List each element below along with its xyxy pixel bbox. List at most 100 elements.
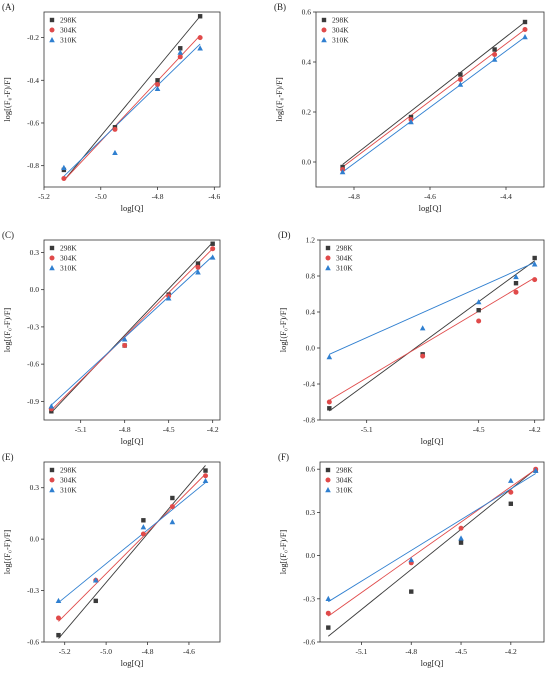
y-axis-label: log[(F₀-F)/F] xyxy=(278,530,288,575)
x-tick-label: -4.8 xyxy=(119,425,131,434)
y-tick-label: -0.6 xyxy=(27,360,39,369)
data-point-304K xyxy=(492,52,498,57)
data-point-304K xyxy=(325,610,331,616)
legend-marker-310K xyxy=(49,487,55,493)
data-point-298K xyxy=(327,406,332,411)
data-point-304K xyxy=(155,82,161,88)
x-tick-label: -4.2 xyxy=(207,425,219,434)
data-point-298K xyxy=(178,46,183,51)
x-tick-label: -4.6 xyxy=(208,192,220,201)
fit-line-304K xyxy=(51,248,213,411)
y-tick-label: 0.4 xyxy=(302,58,312,67)
data-point-310K xyxy=(61,164,67,170)
data-point-298K xyxy=(508,501,514,506)
data-point-310K xyxy=(458,535,464,541)
legend-marker-310K xyxy=(49,37,55,43)
data-point-298K xyxy=(532,255,537,261)
data-point-298K xyxy=(210,241,215,246)
legend-label: 304K xyxy=(60,26,77,35)
data-point-310K xyxy=(419,325,426,331)
y-tick-label: -0.3 xyxy=(27,322,39,331)
data-point-298K xyxy=(476,308,481,313)
y-tick-label: -0.6 xyxy=(27,638,39,647)
data-point-304K xyxy=(326,399,332,405)
data-point-304K xyxy=(210,246,216,252)
data-point-298K xyxy=(197,14,203,19)
legend-marker-310K xyxy=(325,487,331,493)
data-point-298K xyxy=(409,589,414,594)
legend-label: 310K xyxy=(336,486,353,495)
y-tick-label: -0.6 xyxy=(303,638,315,647)
x-tick-label: -4.5 xyxy=(163,425,175,434)
x-axis-label: log[Q] xyxy=(421,658,444,668)
x-axis-label: log[Q] xyxy=(121,658,144,668)
x-tick-label: -5.0 xyxy=(100,647,112,656)
x-tick-label: -4.5 xyxy=(455,647,467,656)
data-point-304K xyxy=(61,175,67,181)
data-point-304K xyxy=(177,54,183,60)
legend-marker-304K xyxy=(49,27,55,33)
data-point-310K xyxy=(209,254,216,260)
legend-marker-298K xyxy=(321,17,327,23)
data-point-310K xyxy=(92,577,99,583)
data-point-310K xyxy=(140,524,147,530)
legend-label: 310K xyxy=(336,264,353,273)
x-tick-label: -5.2 xyxy=(38,192,50,201)
x-tick-label: -5.0 xyxy=(95,192,107,201)
data-point-310K xyxy=(408,119,414,125)
data-point-304K xyxy=(203,473,209,479)
legend-label: 298K xyxy=(336,244,353,253)
fit-line-298K xyxy=(58,465,206,639)
legend-label: 304K xyxy=(60,476,77,485)
data-point-310K xyxy=(339,169,346,175)
y-tick-label: 0.0 xyxy=(30,285,40,294)
x-axis-label: log[Q] xyxy=(121,436,144,446)
legend-label: 298K xyxy=(60,244,77,253)
data-point-304K xyxy=(458,525,464,531)
x-tick-label: -4.2 xyxy=(505,647,517,656)
y-tick-label: 0.6 xyxy=(302,8,312,17)
x-tick-label: -4.8 xyxy=(142,647,154,656)
data-point-310K xyxy=(165,295,172,301)
data-point-310K xyxy=(121,336,128,342)
legend-marker-298K xyxy=(325,467,331,473)
data-point-310K xyxy=(195,269,201,275)
plot-frame xyxy=(319,461,545,643)
y-axis-label: log[(F₀-F)/F] xyxy=(2,77,12,122)
data-point-298K xyxy=(141,518,146,523)
data-point-310K xyxy=(508,477,514,483)
data-point-304K xyxy=(169,504,175,510)
y-tick-label: 0.0 xyxy=(306,551,316,560)
plot-frame xyxy=(43,461,221,643)
fit-line-298K xyxy=(329,260,535,412)
legend-label: 310K xyxy=(60,36,77,45)
x-tick-label: -5.1 xyxy=(356,647,368,656)
y-axis-label: log[(F₀-F)/F] xyxy=(274,77,284,122)
chart-panel: (C) -5.1 -4.8 -4.5 -4.2 -0.9 -0.6 -0.3 0.0 0.3 log… xyxy=(2,230,221,446)
y-axis-label: log[(F₀-F)/F] xyxy=(2,530,12,575)
data-point-298K xyxy=(195,261,201,266)
y-axis-label: log[(F₀-F)/F] xyxy=(2,308,12,353)
legend-label: 298K xyxy=(60,16,77,25)
chart-panel: (B) -4.8 -4.6 -4.4 0.0 0.2 0.4 0.6 log[Q] log[(F₀… xyxy=(274,2,545,213)
data-point-298K xyxy=(458,540,464,545)
fit-line-310K xyxy=(342,36,526,173)
panel-label: (E) xyxy=(2,452,14,462)
y-tick-label: 0.8 xyxy=(306,272,316,281)
data-point-304K xyxy=(140,531,146,537)
plot-frame xyxy=(43,239,221,421)
data-point-310K xyxy=(154,85,161,92)
x-tick-label: -4.5 xyxy=(473,425,485,434)
data-point-310K xyxy=(513,273,519,280)
legend-label: 310K xyxy=(60,264,77,273)
y-tick-label: -0.2 xyxy=(27,33,39,42)
x-tick-label: -5.1 xyxy=(75,425,87,434)
legend-label: 298K xyxy=(332,16,349,25)
legend-label: 304K xyxy=(60,254,77,263)
data-point-298K xyxy=(56,632,61,638)
fit-line-298K xyxy=(63,15,201,181)
data-point-304K xyxy=(195,264,201,270)
panel-label: (F) xyxy=(278,452,289,462)
fit-line-298K xyxy=(328,468,536,637)
